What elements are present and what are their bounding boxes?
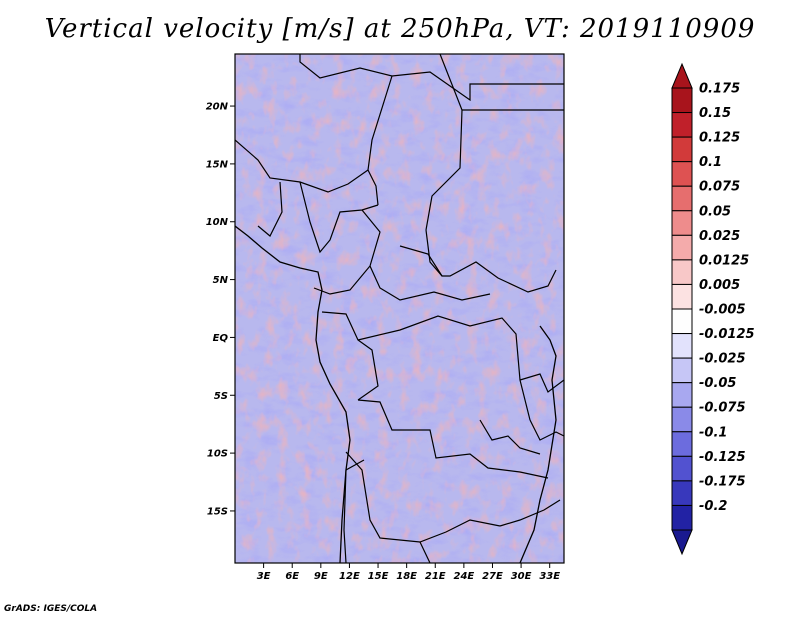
colorbar-label: -0.175 bbox=[699, 474, 746, 489]
colorbar-label: -0.125 bbox=[699, 450, 746, 465]
lat-tick-label: 15N bbox=[206, 159, 229, 170]
colorbar-swatch bbox=[671, 112, 693, 138]
lon-tick-label: 18E bbox=[396, 571, 417, 582]
colorbar-swatch bbox=[671, 185, 693, 212]
lat-tick-label: 20N bbox=[206, 102, 229, 113]
colorbar-swatch bbox=[671, 210, 693, 236]
colorbar-label: -0.05 bbox=[699, 376, 736, 391]
colorbar-swatch bbox=[671, 431, 693, 457]
lat-tick-label: 15S bbox=[207, 506, 228, 517]
lon-tick-label: 12E bbox=[339, 571, 360, 582]
lat-tick-label: 10N bbox=[206, 217, 229, 228]
lat-tick-label: EQ bbox=[213, 333, 229, 344]
lon-tick-label: 24E bbox=[453, 571, 474, 582]
colorbar-label: -0.0125 bbox=[699, 327, 755, 342]
colorbar-swatch bbox=[671, 161, 693, 187]
colorbar-label: -0.1 bbox=[699, 425, 727, 440]
colorbar: 0.175 0.15 0.125 0.1 0.075 0.05 0.025 0.0125 0.0… bbox=[671, 62, 755, 556]
colorbar-swatch bbox=[671, 406, 693, 433]
colorbar-swatch bbox=[671, 504, 693, 531]
plot-title: Vertical velocity [m/s] at 250hPa, VT: 2… bbox=[44, 14, 756, 44]
lon-tick-label: 9E bbox=[314, 571, 328, 582]
longitude-axis: 3E 6E 9E 12E 15E 18E 21E 24E 27E 30E 33E bbox=[257, 563, 560, 582]
lon-tick-label: 3E bbox=[257, 571, 271, 582]
colorbar-swatch bbox=[671, 455, 693, 482]
colorbar-swatch bbox=[671, 283, 693, 310]
lon-tick-label: 21E bbox=[425, 571, 446, 582]
lon-tick-label: 27E bbox=[482, 571, 503, 582]
colorbar-label: -0.005 bbox=[699, 303, 746, 318]
colorbar-swatch bbox=[671, 382, 693, 408]
colorbar-label: 0.05 bbox=[699, 204, 731, 219]
coastline bbox=[235, 225, 557, 563]
colorbar-label: 0.005 bbox=[699, 278, 740, 293]
colorbar-swatch bbox=[671, 333, 693, 359]
country-borders bbox=[235, 54, 564, 563]
lon-tick-label: 6E bbox=[285, 571, 299, 582]
colorbar-top-arrow bbox=[671, 62, 693, 89]
lat-tick-label: 5S bbox=[214, 391, 228, 402]
colorbar-swatch bbox=[671, 357, 693, 384]
colorbar-swatch bbox=[671, 87, 693, 114]
colorbar-label: 0.1 bbox=[699, 155, 722, 170]
lon-tick-label: 33E bbox=[539, 571, 560, 582]
latitude-axis: 20N 15N 10N 5N EQ 5S 10S 15S bbox=[206, 102, 235, 517]
colorbar-swatch bbox=[671, 136, 693, 163]
colorbar-swatch bbox=[671, 234, 693, 261]
colorbar-label: 0.025 bbox=[699, 229, 740, 244]
lon-tick-label: 30E bbox=[511, 571, 532, 582]
colorbar-label: -0.2 bbox=[699, 499, 727, 514]
colorbar-swatch bbox=[671, 308, 693, 335]
map-frame bbox=[234, 53, 565, 564]
colorbar-label: -0.025 bbox=[699, 352, 746, 367]
lat-tick-label: 5N bbox=[213, 275, 229, 286]
colorbar-swatch bbox=[671, 480, 693, 506]
colorbar-bottom-arrow bbox=[671, 529, 693, 556]
colorbar-label: 0.175 bbox=[699, 82, 740, 97]
velocity-field bbox=[235, 54, 564, 563]
colorbar-label: 0.125 bbox=[699, 131, 740, 146]
colorbar-label: 0.0125 bbox=[699, 253, 749, 268]
colorbar-label: 0.075 bbox=[699, 180, 740, 195]
colorbar-label: 0.15 bbox=[699, 106, 731, 121]
lat-tick-label: 10S bbox=[207, 449, 228, 460]
lon-tick-label: 15E bbox=[368, 571, 389, 582]
colorbar-label: -0.075 bbox=[699, 401, 746, 416]
colorbar-swatch bbox=[671, 259, 693, 285]
grads-credit: GrADS: IGES/COLA bbox=[4, 604, 98, 614]
